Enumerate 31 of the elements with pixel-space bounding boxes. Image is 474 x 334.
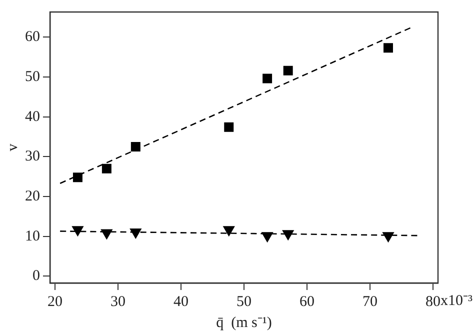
y-tick-label: 0 — [32, 268, 40, 284]
point — [100, 229, 112, 240]
y-tick-label: 30 — [25, 148, 40, 165]
y-tick-label: 40 — [25, 108, 40, 125]
text: x10⁻³ — [440, 292, 473, 309]
point — [283, 66, 293, 76]
point — [262, 232, 273, 242]
y-tick-label: 20 — [25, 188, 40, 204]
x-tick-label: 30 — [110, 294, 126, 310]
point — [384, 43, 393, 53]
point — [224, 122, 234, 132]
x-tick-label: 50 — [236, 294, 252, 310]
point — [282, 230, 294, 240]
x-tick-label: 80 — [425, 294, 440, 310]
y-tick-label: 10 — [25, 228, 40, 244]
point — [72, 172, 82, 182]
x-tick-label: 70 — [362, 294, 378, 310]
y-tick-label: 50 — [25, 68, 40, 85]
point — [102, 164, 112, 174]
point — [223, 226, 235, 236]
x-tick-label: 60 — [299, 294, 314, 310]
point — [130, 228, 142, 238]
point — [262, 74, 272, 84]
point — [382, 232, 394, 242]
point — [72, 226, 84, 236]
y-tick-label: 60 — [25, 29, 40, 46]
x-axis-title: q̄ (m s⁻¹) — [216, 314, 272, 331]
x-tick-label: 40 — [174, 294, 189, 310]
x-tick-label: 20 — [48, 294, 63, 310]
point — [130, 142, 140, 152]
y-axis-title: v — [4, 143, 21, 152]
